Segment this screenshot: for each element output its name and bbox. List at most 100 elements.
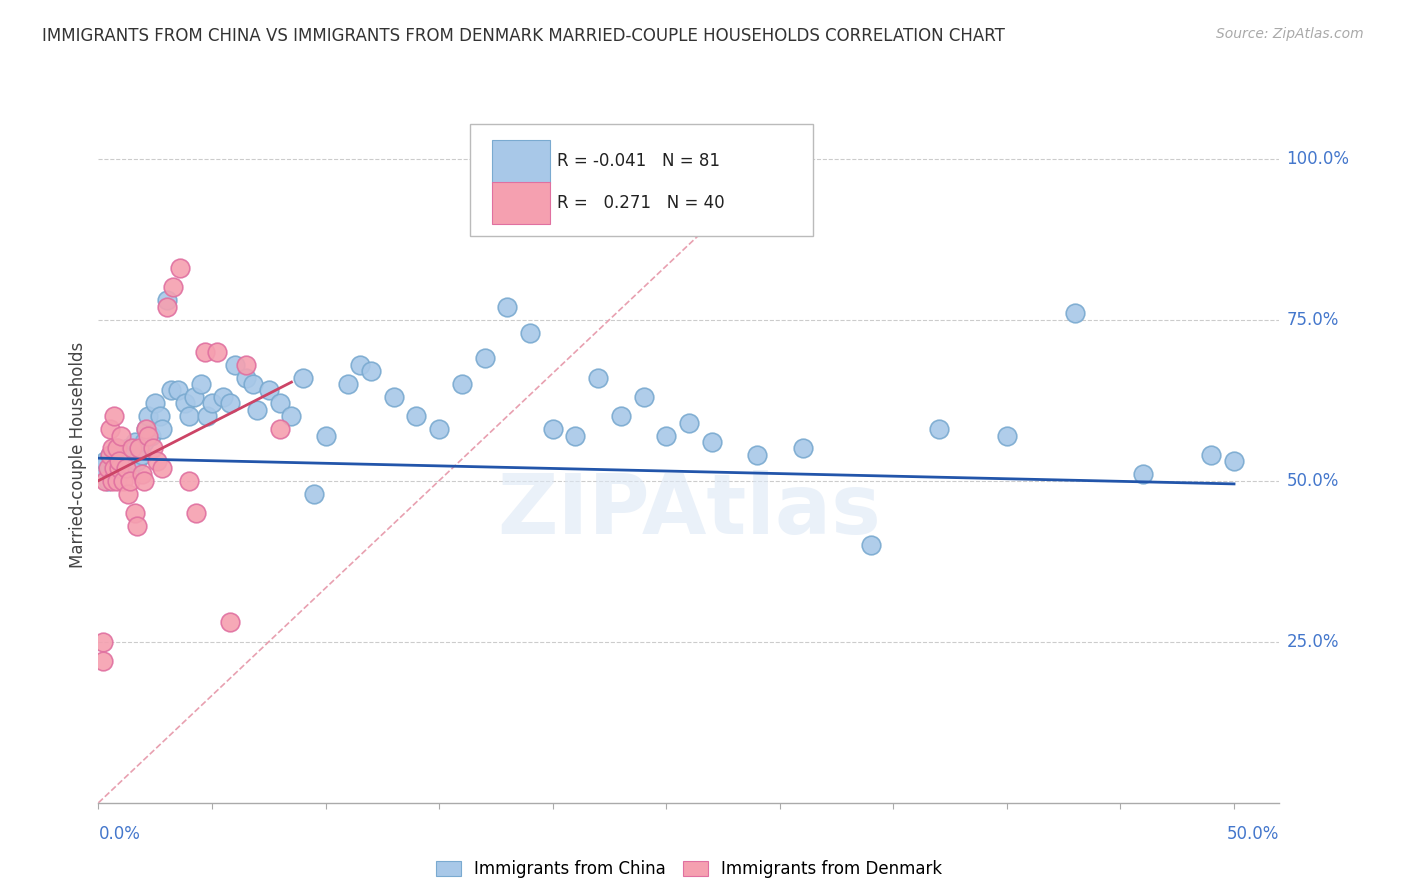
Point: [427, 422, 450, 436]
Point: [98, 448, 121, 462]
Point: [94, 454, 117, 468]
Point: [405, 409, 427, 424]
Point: [315, 428, 337, 442]
Point: [124, 506, 146, 520]
Point: [120, 454, 142, 468]
Point: [280, 409, 302, 424]
Point: [360, 364, 382, 378]
Text: 25.0%: 25.0%: [1286, 632, 1339, 651]
Point: [125, 454, 148, 468]
Point: [125, 518, 148, 533]
Point: [541, 422, 564, 436]
Point: [1132, 467, 1154, 482]
Point: [132, 474, 155, 488]
Point: [269, 422, 291, 436]
Point: [302, 486, 325, 500]
Point: [995, 428, 1018, 442]
Legend: Immigrants from China, Immigrants from Denmark: Immigrants from China, Immigrants from D…: [429, 854, 949, 885]
Point: [150, 460, 173, 475]
Point: [1223, 454, 1246, 468]
Point: [114, 448, 136, 462]
Point: [91, 654, 114, 668]
Point: [108, 454, 131, 468]
Point: [110, 428, 132, 442]
Point: [112, 474, 135, 488]
Point: [150, 422, 173, 436]
Point: [349, 358, 371, 372]
Point: [155, 300, 177, 314]
Text: R = -0.041   N = 81: R = -0.041 N = 81: [557, 153, 720, 170]
Point: [108, 460, 131, 475]
Point: [496, 300, 519, 314]
Point: [205, 344, 228, 359]
Point: [98, 448, 121, 462]
Text: 50.0%: 50.0%: [1286, 472, 1339, 490]
Point: [928, 422, 950, 436]
Point: [235, 370, 257, 384]
Point: [142, 442, 165, 456]
Point: [197, 409, 219, 424]
Point: [103, 460, 125, 475]
Point: [103, 409, 125, 424]
Point: [121, 442, 143, 456]
Point: [103, 448, 125, 462]
Point: [101, 460, 124, 475]
Point: [110, 460, 132, 475]
Point: [678, 416, 700, 430]
Point: [138, 428, 160, 442]
Point: [101, 474, 124, 488]
Point: [169, 261, 191, 276]
Point: [235, 358, 257, 372]
Point: [131, 467, 153, 482]
Point: [633, 390, 655, 404]
Point: [121, 448, 143, 462]
Point: [105, 460, 128, 475]
Point: [98, 422, 121, 436]
Point: [117, 486, 139, 500]
Point: [1064, 306, 1087, 320]
Point: [610, 409, 633, 424]
Point: [291, 370, 314, 384]
Point: [194, 344, 217, 359]
Point: [179, 409, 201, 424]
Point: [183, 390, 205, 404]
Text: R =   0.271   N = 40: R = 0.271 N = 40: [557, 194, 724, 212]
Point: [655, 428, 678, 442]
Point: [700, 435, 723, 450]
Point: [382, 390, 405, 404]
Point: [96, 474, 118, 488]
Point: [745, 448, 768, 462]
Point: [96, 460, 118, 475]
Point: [114, 460, 136, 475]
Point: [135, 422, 157, 436]
Point: [246, 402, 269, 417]
Text: 100.0%: 100.0%: [1286, 150, 1350, 168]
Point: [162, 280, 184, 294]
Point: [257, 384, 280, 398]
Y-axis label: Married-couple Households: Married-couple Households: [69, 342, 87, 568]
Point: [167, 384, 190, 398]
Point: [224, 358, 246, 372]
Point: [212, 390, 235, 404]
Point: [101, 442, 124, 456]
Point: [110, 448, 132, 462]
Point: [91, 634, 114, 648]
Point: [105, 442, 128, 456]
Point: [128, 442, 150, 456]
Text: ZIPAtlas: ZIPAtlas: [496, 470, 882, 551]
Point: [91, 460, 114, 475]
Text: Source: ZipAtlas.com: Source: ZipAtlas.com: [1216, 27, 1364, 41]
Point: [120, 474, 142, 488]
FancyBboxPatch shape: [471, 124, 813, 235]
Point: [184, 506, 207, 520]
Point: [474, 351, 496, 366]
Point: [143, 396, 166, 410]
Text: 0.0%: 0.0%: [98, 825, 141, 843]
Point: [128, 442, 150, 456]
Point: [564, 428, 586, 442]
Point: [94, 474, 117, 488]
Point: [98, 460, 121, 475]
Point: [146, 454, 169, 468]
Text: IMMIGRANTS FROM CHINA VS IMMIGRANTS FROM DENMARK MARRIED-COUPLE HOUSEHOLDS CORRE: IMMIGRANTS FROM CHINA VS IMMIGRANTS FROM…: [42, 27, 1005, 45]
Point: [179, 474, 201, 488]
